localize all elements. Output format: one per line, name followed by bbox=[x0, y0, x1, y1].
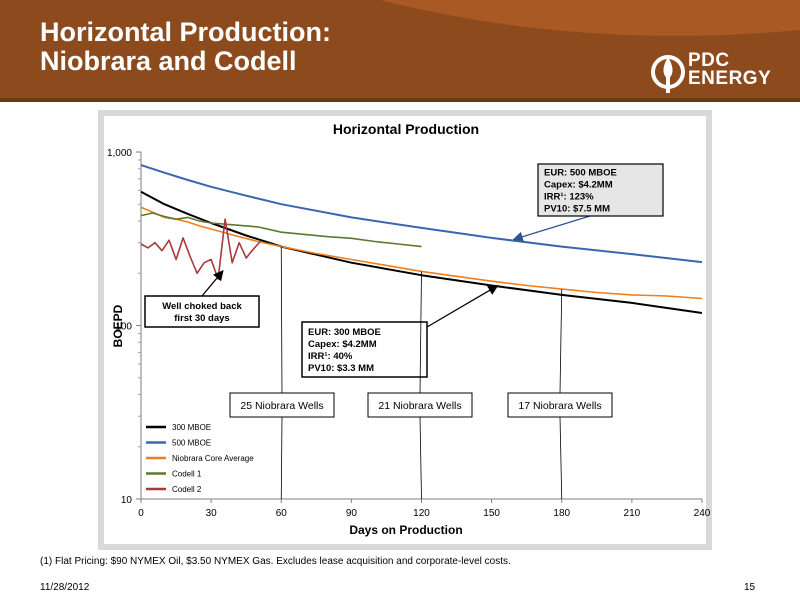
series-line-codell-1 bbox=[140, 212, 422, 248]
series-line-500-mboe bbox=[140, 164, 703, 264]
annotation-box bbox=[144, 295, 260, 328]
legend-label: 300 MBOE bbox=[172, 423, 211, 432]
annotation-pointer bbox=[419, 416, 422, 500]
x-tick-label: 240 bbox=[694, 508, 711, 519]
annotation-text: 25 Niobrara Wells bbox=[240, 400, 323, 412]
series-line-niobrara-core-average bbox=[140, 206, 703, 300]
footnote: (1) Flat Pricing: $90 NYMEX Oil, $3.50 N… bbox=[40, 556, 511, 567]
slide-title: Horizontal Production: Niobrara and Code… bbox=[40, 18, 331, 76]
x-tick-label: 30 bbox=[206, 508, 218, 519]
legend-label: Codell 1 bbox=[172, 470, 202, 479]
x-tick-label: 60 bbox=[276, 508, 288, 519]
annotation-text: first 30 days bbox=[174, 313, 229, 324]
x-tick-label: 120 bbox=[413, 508, 430, 519]
series-line-300-mboe bbox=[140, 190, 703, 314]
logo-line1: PDC bbox=[688, 50, 730, 71]
y-tick-label: 100 bbox=[115, 322, 132, 333]
annotation-pointer bbox=[280, 246, 283, 394]
annotation-text: IRR¹: 40% bbox=[308, 351, 353, 362]
legend-label: 500 MBOE bbox=[172, 439, 211, 448]
header-swoosh bbox=[380, 0, 800, 36]
x-tick-label: 90 bbox=[346, 508, 358, 519]
x-tick-label: 0 bbox=[138, 508, 144, 519]
slide-title-line1: Horizontal Production: bbox=[40, 17, 331, 47]
annotation-box bbox=[301, 321, 428, 378]
annotation-pointer bbox=[280, 416, 283, 500]
legend-label: Codell 2 bbox=[172, 485, 202, 494]
annotation-text: Well choked back bbox=[162, 301, 242, 312]
annotation-text: EUR: 300 MBOE bbox=[308, 327, 381, 338]
pdc-logo-icon bbox=[651, 55, 685, 93]
slide-date: 11/28/2012 bbox=[40, 582, 90, 593]
annotation-text: Capex: $4.2MM bbox=[544, 180, 613, 191]
x-tick-label: 150 bbox=[483, 508, 500, 519]
annotation-text: PV10: $3.3 MM bbox=[308, 363, 374, 374]
annotation-text: 17 Niobrara Wells bbox=[518, 400, 601, 412]
x-tick-label: 180 bbox=[553, 508, 570, 519]
annotation-box bbox=[537, 163, 664, 217]
logo-wordmark: PDC ENERGY bbox=[688, 50, 772, 89]
annotation-pointer bbox=[512, 215, 591, 242]
header-band bbox=[0, 0, 800, 102]
annotation-text: 21 Niobrara Wells bbox=[378, 400, 461, 412]
annotation-pointer bbox=[559, 289, 563, 394]
annotation-box bbox=[229, 392, 335, 418]
annotation-pointer bbox=[559, 416, 563, 500]
annotation-pointer bbox=[419, 271, 422, 394]
annotation-text: PV10: $7.5 MM bbox=[544, 204, 610, 215]
x-axis-label: Days on Production bbox=[349, 523, 462, 537]
annotation-text: Capex: $4.2MM bbox=[308, 339, 377, 350]
annotation-pointer bbox=[201, 270, 224, 297]
page-number: 15 bbox=[744, 582, 756, 593]
slide-title-line2: Niobrara and Codell bbox=[40, 46, 297, 76]
annotation-box bbox=[367, 392, 473, 418]
y-tick-label: 10 bbox=[121, 495, 133, 506]
legend-label: Niobrara Core Average bbox=[172, 454, 254, 463]
x-tick-label: 210 bbox=[624, 508, 641, 519]
annotation-text: EUR: 500 MBOE bbox=[544, 168, 617, 179]
header-bottom-edge bbox=[0, 98, 800, 102]
series-line-codell-2 bbox=[140, 218, 261, 280]
y-axis-label: BOEPD bbox=[111, 304, 125, 347]
chart-title: Horizontal Production bbox=[333, 121, 479, 137]
logo-line2: ENERGY bbox=[688, 68, 772, 89]
annotation-pointer bbox=[426, 285, 499, 328]
annotation-box bbox=[507, 392, 613, 418]
annotation-text: IRR¹: 123% bbox=[544, 192, 594, 203]
y-tick-label: 1,000 bbox=[107, 148, 132, 159]
